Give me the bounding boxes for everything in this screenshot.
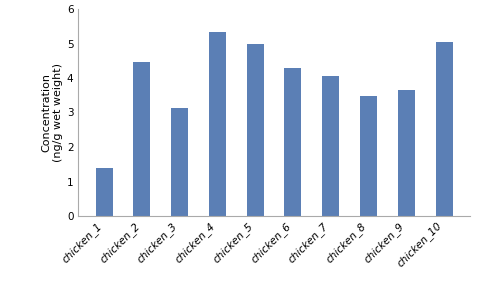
Bar <box>321 76 338 216</box>
Y-axis label: Concentration
(ng/g wet weight): Concentration (ng/g wet weight) <box>41 63 62 162</box>
Bar <box>284 68 301 216</box>
Bar <box>95 168 112 216</box>
Bar <box>435 42 452 216</box>
Bar <box>209 32 226 216</box>
Bar <box>397 90 414 216</box>
Bar <box>246 44 263 216</box>
Bar <box>359 96 376 216</box>
Bar <box>133 62 150 216</box>
Bar <box>171 108 188 216</box>
